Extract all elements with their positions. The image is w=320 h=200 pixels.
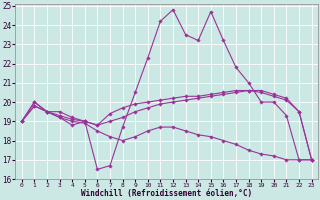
- X-axis label: Windchill (Refroidissement éolien,°C): Windchill (Refroidissement éolien,°C): [81, 189, 252, 198]
